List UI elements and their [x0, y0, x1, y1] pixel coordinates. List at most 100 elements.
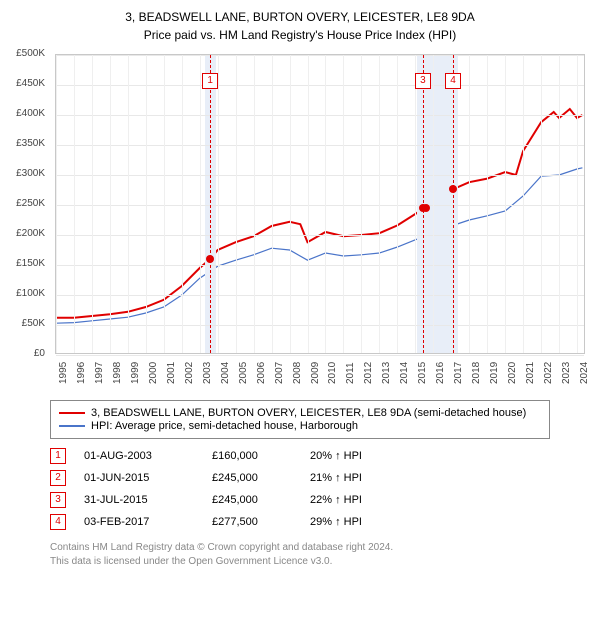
transaction-pct: 29% ↑ HPI: [310, 516, 420, 528]
transactions-table: 101-AUG-2003£160,00020% ↑ HPI201-JUN-201…: [50, 445, 550, 533]
transaction-marker: 2: [50, 470, 66, 486]
transaction-marker: 3: [50, 492, 66, 508]
transaction-date: 03-FEB-2017: [84, 516, 194, 528]
x-axis-label: 2003: [202, 362, 213, 384]
transaction-row: 101-AUG-2003£160,00020% ↑ HPI: [50, 445, 550, 467]
transaction-row: 3 31-JUL-2015 £245,000 22% ↑ HPI: [50, 489, 550, 511]
event-line: [453, 55, 454, 353]
x-axis-label: 1998: [112, 362, 123, 384]
transaction-pct: 21% ↑ HPI: [310, 472, 420, 484]
chart-title: 3, BEADSWELL LANE, BURTON OVERY, LEICEST…: [10, 8, 590, 44]
attribution-footer: Contains HM Land Registry data © Crown c…: [50, 541, 590, 569]
transaction-row: 2 01-JUN-2015 £245,000 21% ↑ HPI: [50, 467, 550, 489]
transaction-price: £245,000: [212, 494, 292, 506]
y-axis-label: £300K: [5, 168, 45, 179]
title-line-2: Price paid vs. HM Land Registry's House …: [10, 26, 590, 44]
x-axis-label: 2018: [471, 362, 482, 384]
legend-label: 3, BEADSWELL LANE, BURTON OVERY, LEICEST…: [91, 407, 526, 419]
x-axis-label: 2015: [417, 362, 428, 384]
plot-area: 1 34: [55, 54, 585, 354]
legend-item: 3, BEADSWELL LANE, BURTON OVERY, LEICEST…: [59, 407, 541, 419]
v-gridline: [146, 55, 147, 353]
v-gridline: [505, 55, 506, 353]
x-axis-label: 2001: [166, 362, 177, 384]
transaction-pct: 22% ↑ HPI: [310, 494, 420, 506]
transaction-price: £277,500: [212, 516, 292, 528]
v-gridline: [56, 55, 57, 353]
y-axis-label: £350K: [5, 138, 45, 149]
x-axis-label: 2014: [399, 362, 410, 384]
legend-label: HPI: Average price, semi-detached house,…: [91, 420, 358, 432]
y-axis-label: £200K: [5, 228, 45, 239]
x-axis-label: 2008: [292, 362, 303, 384]
transaction-date: 01-JUN-2015: [84, 472, 194, 484]
event-marker: 4: [445, 73, 461, 89]
x-axis-label: 2012: [363, 362, 374, 384]
legend-box: 3, BEADSWELL LANE, BURTON OVERY, LEICEST…: [50, 400, 550, 439]
v-gridline: [325, 55, 326, 353]
series-hpi: [56, 168, 582, 323]
v-gridline: [254, 55, 255, 353]
v-gridline: [272, 55, 273, 353]
footer-line-1: Contains HM Land Registry data © Crown c…: [50, 541, 590, 555]
x-axis-label: 2021: [525, 362, 536, 384]
chart-container: 134 £0£50K£100K£150K£200K£250K£300K£350K…: [10, 50, 590, 390]
y-axis-label: £150K: [5, 258, 45, 269]
event-line: [210, 55, 211, 353]
v-gridline: [541, 55, 542, 353]
transaction-pct: 20% ↑ HPI: [310, 450, 420, 462]
v-gridline: [290, 55, 291, 353]
legend-swatch: [59, 425, 85, 426]
v-gridline: [433, 55, 434, 353]
y-axis-label: £400K: [5, 108, 45, 119]
y-axis-label: £100K: [5, 288, 45, 299]
x-axis-label: 2024: [579, 362, 590, 384]
x-axis-label: 2022: [543, 362, 554, 384]
legend-item: HPI: Average price, semi-detached house,…: [59, 420, 541, 432]
y-axis-label: £50K: [5, 318, 45, 329]
v-gridline: [361, 55, 362, 353]
h-gridline: [56, 355, 584, 356]
x-axis-label: 2004: [220, 362, 231, 384]
x-axis-label: 1999: [130, 362, 141, 384]
v-gridline: [308, 55, 309, 353]
v-gridline: [236, 55, 237, 353]
v-gridline: [577, 55, 578, 353]
event-marker: 3: [415, 73, 431, 89]
x-axis-label: 1996: [76, 362, 87, 384]
y-axis-label: £0: [5, 348, 45, 359]
v-gridline: [164, 55, 165, 353]
x-axis-label: 2000: [148, 362, 159, 384]
transaction-marker: 4: [50, 514, 66, 530]
x-axis-label: 2006: [256, 362, 267, 384]
x-axis-label: 1995: [58, 362, 69, 384]
v-gridline: [487, 55, 488, 353]
transaction-date: 31-JUL-2015: [84, 494, 194, 506]
v-gridline: [397, 55, 398, 353]
v-gridline: [218, 55, 219, 353]
legend-swatch: [59, 412, 85, 414]
event-point: [422, 204, 430, 212]
x-axis-label: 2005: [238, 362, 249, 384]
transaction-price: £245,000: [212, 472, 292, 484]
x-axis-label: 2013: [381, 362, 392, 384]
transaction-row: 4 03-FEB-2017 £277,500 29% ↑ HPI: [50, 511, 550, 533]
v-gridline: [128, 55, 129, 353]
x-axis-label: 2019: [489, 362, 500, 384]
v-gridline: [559, 55, 560, 353]
x-axis-label: 2016: [435, 362, 446, 384]
transaction-price: £160,000: [212, 450, 292, 462]
x-axis-label: 2017: [453, 362, 464, 384]
y-axis-label: £500K: [5, 48, 45, 59]
x-axis-label: 2010: [327, 362, 338, 384]
title-line-1: 3, BEADSWELL LANE, BURTON OVERY, LEICEST…: [10, 8, 590, 26]
v-gridline: [182, 55, 183, 353]
transaction-marker: 1: [50, 448, 66, 464]
x-axis-label: 2002: [184, 362, 195, 384]
event-marker: 1: [202, 73, 218, 89]
x-axis-label: 2007: [274, 362, 285, 384]
v-gridline: [523, 55, 524, 353]
y-axis-label: £450K: [5, 78, 45, 89]
x-axis-label: 2020: [507, 362, 518, 384]
x-axis-label: 1997: [94, 362, 105, 384]
